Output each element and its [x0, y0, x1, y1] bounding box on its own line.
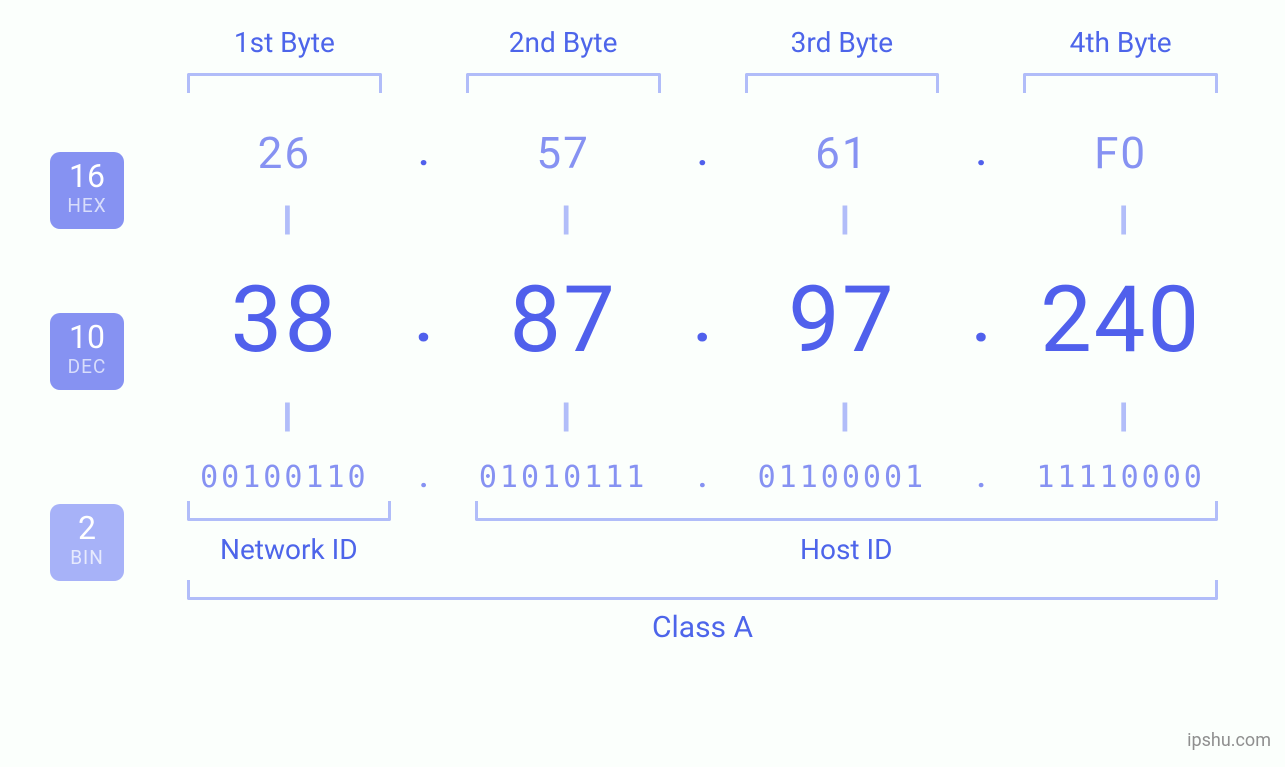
- hex-value: 61: [723, 127, 962, 179]
- byte-header: 3rd Byte: [723, 26, 962, 59]
- bin-value: 01010111: [444, 460, 683, 495]
- class-bracket: [187, 580, 1218, 600]
- id-bracket-row: [165, 501, 1240, 527]
- dec-badge: 10 DEC: [50, 313, 124, 390]
- equals-symbol: ||: [165, 199, 404, 239]
- dec-badge-label: DEC: [68, 355, 107, 378]
- bin-value: 11110000: [1001, 460, 1240, 495]
- dot-separator: .: [404, 285, 444, 356]
- dot-separator: .: [404, 132, 444, 174]
- bin-row: 00100110 . 01010111 . 01100001 . 1111000…: [165, 460, 1240, 495]
- bin-badge: 2 BIN: [50, 504, 124, 581]
- byte-grid: 1st Byte 2nd Byte 3rd Byte 4th Byte 26 .…: [165, 26, 1240, 645]
- hex-badge-number: 16: [69, 160, 105, 192]
- equals-symbol: ||: [165, 396, 404, 436]
- equals-symbol: ||: [1001, 199, 1240, 239]
- dec-row: 38 . 87 . 97 . 240: [165, 267, 1240, 374]
- bracket-top: [745, 73, 940, 93]
- bracket-top: [1023, 73, 1218, 93]
- class-label: Class A: [187, 610, 1218, 645]
- dec-value: 240: [1001, 267, 1240, 374]
- equals-symbol: ||: [444, 396, 683, 436]
- dot-separator: .: [683, 285, 723, 356]
- dec-value: 38: [165, 267, 404, 374]
- dec-value: 87: [444, 267, 683, 374]
- equals-symbol: ||: [444, 199, 683, 239]
- dot-separator: .: [961, 132, 1001, 174]
- equals-row: || || || ||: [165, 199, 1240, 239]
- watermark-text: ipshu.com: [1187, 730, 1271, 751]
- class-bracket-wrap: Class A: [187, 580, 1218, 645]
- bracket-top: [187, 73, 382, 93]
- byte-header-row: 1st Byte 2nd Byte 3rd Byte 4th Byte: [165, 26, 1240, 59]
- hex-badge-label: HEX: [67, 194, 106, 217]
- byte-header: 4th Byte: [1001, 26, 1240, 59]
- hex-badge: 16 HEX: [50, 152, 124, 229]
- network-id-bracket: [187, 501, 391, 521]
- host-id-bracket: [475, 501, 1218, 521]
- equals-symbol: ||: [723, 396, 962, 436]
- dot-separator: .: [961, 460, 1001, 495]
- byte-header: 1st Byte: [165, 26, 404, 59]
- bin-badge-label: BIN: [70, 546, 104, 569]
- equals-row: || || || ||: [165, 396, 1240, 436]
- hex-value: F0: [1001, 127, 1240, 179]
- hex-value: 26: [165, 127, 404, 179]
- byte-header: 2nd Byte: [444, 26, 683, 59]
- bracket-top: [466, 73, 661, 93]
- dec-value: 97: [723, 267, 962, 374]
- top-bracket-row: [165, 63, 1240, 85]
- id-label-row: Network ID Host ID: [165, 527, 1240, 566]
- equals-symbol: ||: [1001, 396, 1240, 436]
- bin-badge-number: 2: [78, 512, 96, 544]
- network-id-label: Network ID: [165, 533, 413, 566]
- bin-value: 00100110: [165, 460, 404, 495]
- bin-value: 01100001: [723, 460, 962, 495]
- hex-row: 26 . 57 . 61 . F0: [165, 127, 1240, 179]
- dot-separator: .: [404, 460, 444, 495]
- ip-representation-diagram: 16 HEX 10 DEC 2 BIN 1st Byte 2nd Byte 3r…: [0, 0, 1285, 40]
- equals-symbol: ||: [723, 199, 962, 239]
- host-id-label: Host ID: [453, 533, 1240, 566]
- dot-separator: .: [683, 132, 723, 174]
- dec-badge-number: 10: [69, 321, 105, 353]
- dot-separator: .: [683, 460, 723, 495]
- dot-separator: .: [961, 285, 1001, 356]
- hex-value: 57: [444, 127, 683, 179]
